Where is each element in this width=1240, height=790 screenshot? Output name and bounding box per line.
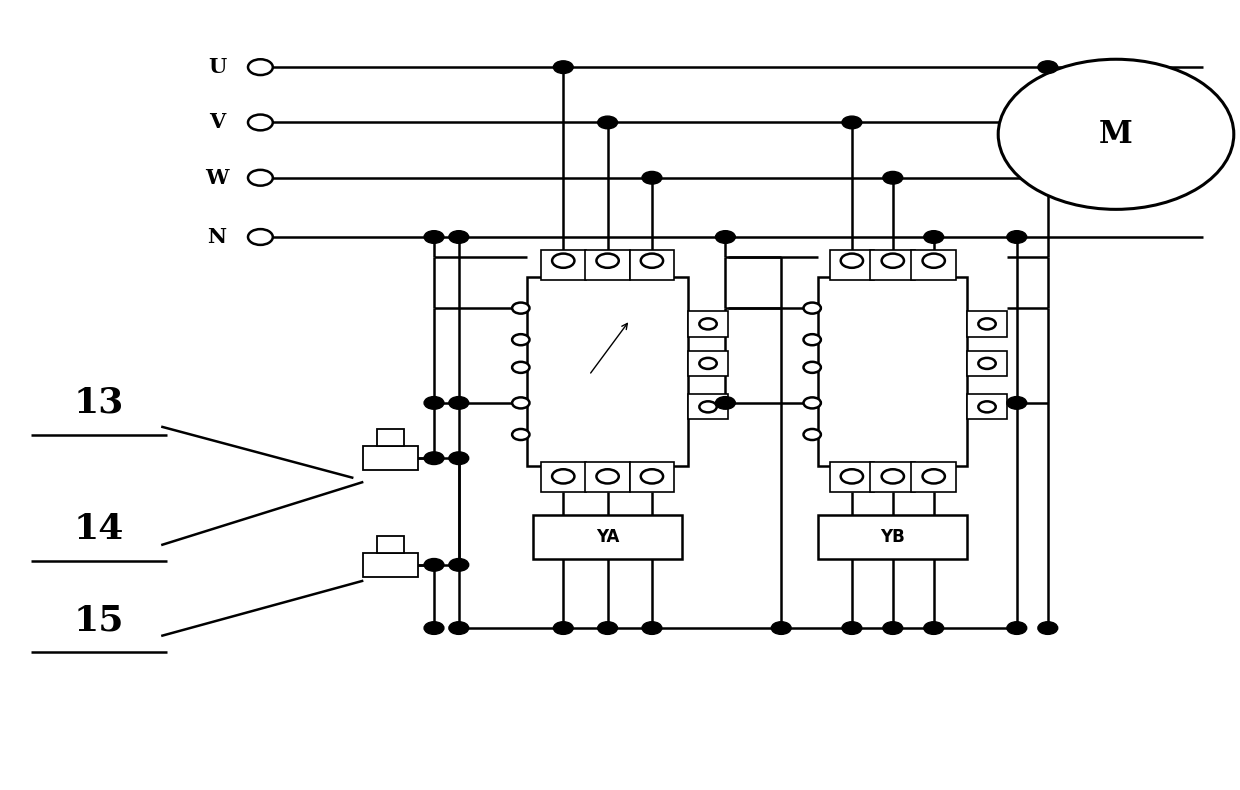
Bar [363,446,418,470]
Text: 13: 13 [74,386,124,420]
Bar [630,462,675,492]
Bar [818,515,967,559]
Text: M: M [1099,118,1133,150]
Circle shape [449,397,469,409]
Circle shape [424,622,444,634]
Bar [911,250,956,280]
Circle shape [842,622,862,634]
Bar [967,351,1007,376]
Circle shape [699,401,717,412]
Circle shape [978,318,996,329]
Circle shape [512,397,529,408]
Circle shape [449,559,469,571]
Text: W: W [206,167,228,188]
Circle shape [641,469,663,483]
Bar [818,276,967,466]
Circle shape [424,559,444,571]
Circle shape [552,254,574,268]
Circle shape [596,469,619,483]
Circle shape [1007,231,1027,243]
Bar [967,311,1007,337]
Bar [688,351,728,376]
Circle shape [449,622,469,634]
Circle shape [248,59,273,75]
Circle shape [978,358,996,369]
Circle shape [641,254,663,268]
Text: YA: YA [596,529,619,546]
Circle shape [883,622,903,634]
Circle shape [978,401,996,412]
Circle shape [512,429,529,440]
Circle shape [424,231,444,243]
Circle shape [1038,61,1058,73]
Circle shape [512,334,529,345]
Circle shape [248,229,273,245]
Circle shape [923,469,945,483]
Circle shape [552,469,574,483]
Circle shape [596,254,619,268]
Circle shape [924,231,944,243]
Circle shape [1038,622,1058,634]
Circle shape [449,231,469,243]
Bar [967,394,1007,419]
Circle shape [248,170,273,186]
Bar [630,250,675,280]
Bar [541,250,585,280]
Text: YB: YB [880,529,905,546]
Circle shape [642,171,662,184]
Circle shape [804,362,821,373]
Text: N: N [207,227,227,247]
Bar [870,462,915,492]
Bar [377,429,404,446]
Circle shape [924,622,944,634]
Bar [585,462,630,492]
Circle shape [449,452,469,465]
Circle shape [1007,397,1027,409]
Bar [363,553,418,577]
Circle shape [804,397,821,408]
Circle shape [715,397,735,409]
Circle shape [512,303,529,314]
Circle shape [804,303,821,314]
Bar [541,462,585,492]
Circle shape [512,362,529,373]
Bar [688,394,728,419]
Text: 14: 14 [74,512,124,547]
Circle shape [883,171,903,184]
Circle shape [771,622,791,634]
Circle shape [841,469,863,483]
Bar [688,311,728,337]
Circle shape [882,469,904,483]
Bar [830,250,874,280]
Circle shape [598,116,618,129]
Circle shape [699,318,717,329]
Circle shape [1007,622,1027,634]
Circle shape [715,231,735,243]
Circle shape [699,358,717,369]
Circle shape [804,429,821,440]
Circle shape [804,334,821,345]
Bar [377,536,404,553]
Circle shape [553,61,573,73]
Text: U: U [208,57,226,77]
Circle shape [998,59,1234,209]
Circle shape [923,254,945,268]
Text: V: V [208,112,226,133]
Circle shape [424,397,444,409]
Circle shape [248,115,273,130]
Circle shape [842,116,862,129]
Text: 15: 15 [74,603,124,638]
Bar [911,462,956,492]
Bar [533,515,682,559]
Circle shape [882,254,904,268]
Bar [527,276,688,466]
Circle shape [841,254,863,268]
Circle shape [598,622,618,634]
Circle shape [424,452,444,465]
Bar [585,250,630,280]
Bar [870,250,915,280]
Bar [830,462,874,492]
Circle shape [642,622,662,634]
Circle shape [553,622,573,634]
